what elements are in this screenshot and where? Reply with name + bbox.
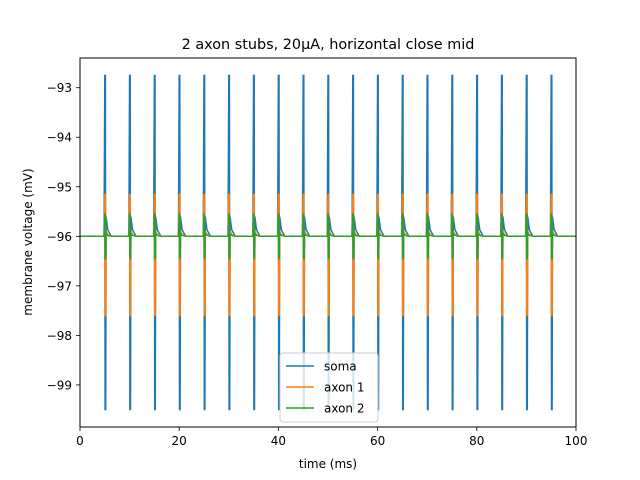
y-tick-label: −98: [47, 329, 72, 343]
x-tick-label: 40: [271, 434, 286, 448]
x-axis-label: time (ms): [299, 457, 357, 471]
y-tick-label: −95: [47, 180, 72, 194]
x-tick-label: 60: [370, 434, 385, 448]
legend-label-3: axon 2: [324, 402, 364, 416]
x-tick-label: 20: [172, 434, 187, 448]
legend-label-1: soma: [324, 360, 357, 374]
x-tick-label: 0: [76, 434, 84, 448]
legend: soma axon 1 axon 2: [279, 352, 379, 423]
plot-frame: [79, 57, 577, 428]
series-line-3: [80, 213, 576, 260]
x-axis: 0 20 40 60 80 100: [76, 427, 587, 448]
legend-label-2: axon 1: [324, 381, 364, 395]
legend-box: [279, 352, 379, 423]
y-tick-label: −96: [47, 230, 72, 244]
chart-title: 2 axon stubs, 20μA, horizontal close mid: [182, 37, 475, 53]
y-axis-label: membrane voltage (mV): [21, 168, 35, 315]
y-tick-label: −93: [47, 81, 72, 95]
y-tick-label: −94: [47, 131, 72, 145]
x-tick-label: 100: [565, 434, 588, 448]
x-tick-label: 80: [469, 434, 484, 448]
series-layer: [80, 74, 576, 411]
y-axis: −99 −98 −97 −96 −95 −94 −93: [47, 81, 80, 392]
y-tick-label: −99: [47, 378, 72, 392]
y-tick-label: −97: [47, 279, 72, 293]
